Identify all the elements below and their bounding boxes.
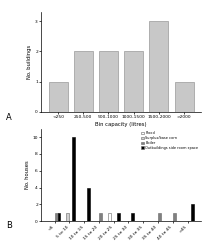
Legend: Flood, Surplus/base corn, Boiler, Outbuildings side room space: Flood, Surplus/base corn, Boiler, Outbui… <box>140 130 198 150</box>
Y-axis label: No. houses: No. houses <box>25 161 29 189</box>
Bar <box>107 213 110 221</box>
Bar <box>72 137 75 221</box>
Bar <box>87 188 90 221</box>
Bar <box>98 52 117 112</box>
Bar <box>48 82 67 112</box>
Bar <box>172 213 175 221</box>
Bar <box>131 213 134 221</box>
Bar <box>54 213 57 221</box>
Text: B: B <box>6 221 12 230</box>
Bar <box>157 213 160 221</box>
Bar <box>124 52 143 112</box>
Bar <box>74 52 92 112</box>
Bar <box>57 213 60 221</box>
Bar <box>116 213 119 221</box>
Y-axis label: No. buildings: No. buildings <box>27 45 32 79</box>
Text: A: A <box>6 113 12 122</box>
Bar <box>190 204 193 221</box>
X-axis label: Bin capacity (litres): Bin capacity (litres) <box>95 122 146 127</box>
Bar <box>98 213 101 221</box>
Bar <box>149 21 167 112</box>
Bar <box>174 82 193 112</box>
Bar <box>66 213 69 221</box>
